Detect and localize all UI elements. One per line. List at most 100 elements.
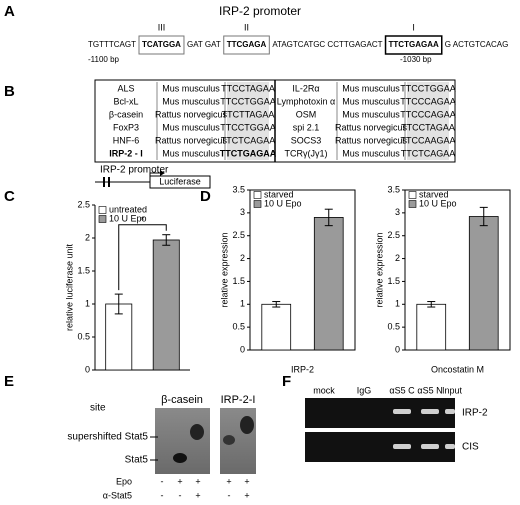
motif: TTCCTAGAA	[401, 122, 455, 132]
plot-frame	[249, 189, 356, 351]
legend-swatch	[98, 215, 107, 223]
legend-swatch	[408, 200, 417, 208]
gene: ALS	[117, 83, 134, 93]
y-axis-label: relative expression	[374, 232, 384, 307]
y-tick-label: 0	[240, 344, 245, 354]
motif: TTCCCAGAA	[400, 96, 456, 106]
gene: spi 2.1	[293, 122, 320, 132]
site-number: III	[158, 22, 166, 32]
species: Mus musculus	[162, 122, 220, 132]
sign: -	[161, 476, 164, 486]
sequence: TCATGGA	[142, 40, 181, 49]
y-axis-label: relative luciferase unit	[64, 243, 74, 331]
sign: +	[177, 476, 182, 486]
motif: TTCCCAGAA	[400, 109, 456, 119]
species: Rattus norvegicus	[335, 135, 408, 145]
lane-label: IgG	[357, 385, 372, 395]
panel-label: A	[4, 3, 15, 20]
bar	[468, 216, 499, 351]
species: Mus musculus	[162, 83, 220, 93]
legend-swatch	[253, 191, 262, 199]
gene: HNF-6	[113, 135, 140, 145]
y-tick-label: 1.5	[387, 276, 400, 286]
construct-title: IRP-2 promoter	[100, 165, 169, 176]
legend-label: 10 U Epo	[419, 198, 457, 208]
sign: +	[195, 490, 200, 500]
gel	[155, 408, 210, 474]
gene: β-casein	[109, 109, 143, 119]
construct-box: Luciferase	[159, 176, 201, 186]
y-tick-label: 1	[85, 298, 90, 308]
sign: +	[244, 476, 249, 486]
gene: OSM	[296, 109, 317, 119]
row-label: α-Stat5	[103, 490, 132, 500]
plot-frame	[404, 189, 511, 351]
y-tick-label: 2.5	[232, 230, 245, 240]
sequence: TTCTGAGAA	[389, 40, 439, 49]
y-tick-label: 1.5	[77, 265, 90, 275]
species: Mus musculus	[342, 109, 400, 119]
legend-swatch	[408, 191, 417, 199]
bar	[416, 303, 447, 351]
sign: -	[228, 490, 231, 500]
bands	[393, 409, 455, 449]
sequence: TTCGAGA	[227, 40, 267, 49]
row-label: Epo	[116, 476, 132, 486]
y-tick-label: 0	[85, 364, 90, 374]
sequence: TGTTTCAGT	[88, 40, 136, 49]
motif: TTCTGAGAA	[220, 148, 277, 158]
species: Mus musculus	[342, 96, 400, 106]
y-tick-label: 2	[395, 253, 400, 263]
bp-start: -1100 bp	[88, 55, 120, 64]
site-label: site	[90, 403, 106, 414]
species: Mus musculus	[162, 148, 220, 158]
sequence: GAT GAT	[187, 40, 221, 49]
bar	[313, 217, 344, 351]
gene-label: IRP-2	[462, 408, 488, 419]
band-label: Stat5	[125, 455, 149, 466]
bar	[105, 303, 133, 371]
legend-swatch	[98, 206, 107, 214]
legend-label: starved	[419, 189, 449, 199]
motif: TTCTTAGAA	[222, 109, 275, 119]
motif: TTCCTGGAA	[220, 122, 276, 132]
band	[240, 416, 254, 434]
site-box	[138, 35, 185, 55]
y-tick-label: 0	[395, 344, 400, 354]
legend-label: starved	[264, 189, 294, 199]
motif: TTCTCAGAA	[401, 148, 456, 158]
lane-label: Input	[442, 385, 463, 395]
panel-label: C	[4, 188, 15, 205]
y-tick-label: 3.5	[387, 184, 400, 194]
species: Mus musculus	[162, 96, 220, 106]
y-tick-label: 1	[240, 299, 245, 309]
species: Mus musculus	[342, 148, 400, 158]
sign: +	[195, 476, 200, 486]
species: Rattus norvegicus	[155, 135, 228, 145]
y-tick-label: 0.5	[77, 331, 90, 341]
sequence: G ACTGTCACAG	[445, 40, 509, 49]
gene: TCRγ(Jγ1)	[285, 148, 328, 158]
gene-label: CIS	[462, 442, 479, 453]
x-axis-label: Oncostatin M	[431, 364, 484, 374]
species: Rattus norvegicus	[155, 109, 228, 119]
lane-label: αS5 C	[389, 385, 415, 395]
significance-bracket	[118, 224, 167, 291]
gene: IRP-2 - I	[109, 148, 143, 158]
motif: TTCCTGGAA	[220, 96, 276, 106]
legend-swatch	[253, 200, 262, 208]
sign: -	[161, 490, 164, 500]
sign: +	[244, 490, 249, 500]
x-axis-label: IRP-2	[291, 364, 314, 374]
y-tick-label: 0.5	[232, 322, 245, 332]
motif: TTCCTAGAA	[221, 83, 275, 93]
y-tick-label: 3	[240, 207, 245, 217]
bar	[152, 239, 180, 371]
site-box	[223, 35, 270, 55]
probe: β-casein	[161, 394, 203, 406]
sign: -	[179, 490, 182, 500]
site-number: II	[244, 22, 249, 32]
lane-label: αS5 N	[417, 385, 442, 395]
sequence: ATAGTCATGC CCTTGAGACT	[272, 40, 382, 49]
motif: TTCTCAGAA	[221, 135, 276, 145]
